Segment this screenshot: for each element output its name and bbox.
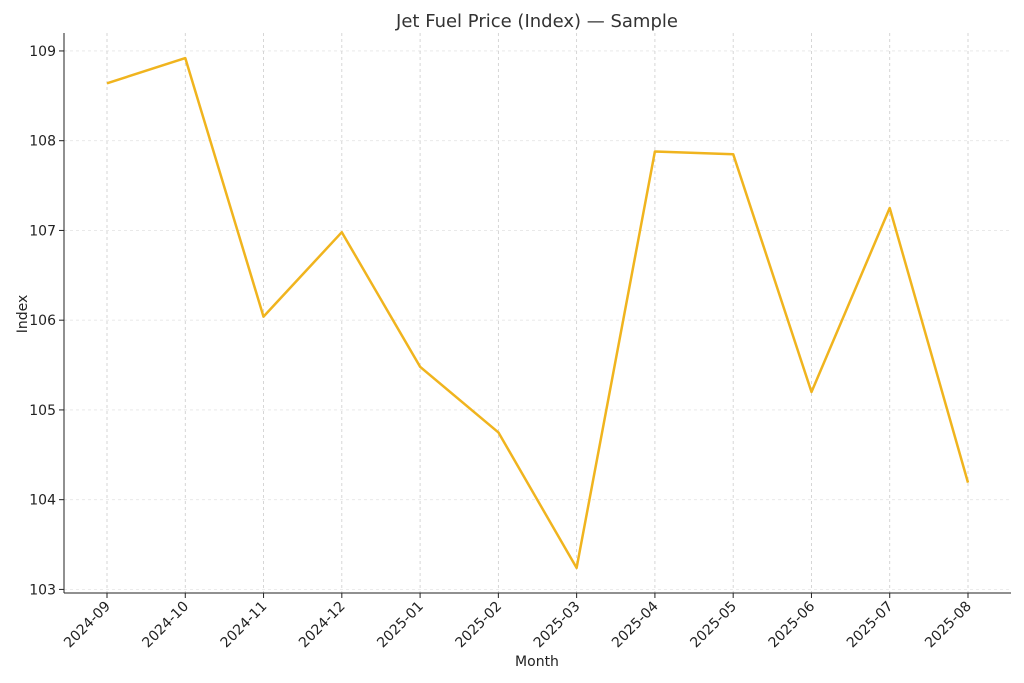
y-tick-label: 107 [29, 223, 56, 239]
y-tick-label: 106 [29, 313, 56, 329]
axes [63, 33, 1011, 594]
y-tick-label: 105 [29, 403, 56, 419]
x-ticks: 2024-09 2024-10 2024-11 2024-12 2025-01 2025-… [61, 593, 975, 651]
x-tick-label: 2024-09 [61, 599, 114, 652]
y-tick-label: 108 [29, 134, 56, 150]
x-tick-label: 2025-04 [609, 598, 662, 651]
x-tick-label: 2025-06 [766, 598, 819, 651]
y-tick-label: 103 [29, 582, 56, 598]
x-tick-label: 2025-02 [453, 599, 506, 652]
series-line-index [106, 56, 970, 570]
grid [64, 33, 1011, 593]
x-tick-label: 2025-03 [531, 599, 584, 652]
y-tick-label: 104 [29, 493, 56, 509]
x-tick-label: 2025-07 [844, 599, 897, 652]
y-axis-label: Index [15, 295, 31, 334]
x-tick-label: 2024-10 [139, 599, 192, 652]
x-tick-label: 2024-12 [296, 599, 349, 652]
x-tick-label: 2025-08 [922, 599, 975, 652]
x-tick-label: 2025-01 [374, 599, 427, 652]
x-tick-label: 2025-05 [687, 599, 740, 652]
y-tick-label: 109 [29, 44, 56, 60]
chart-title: Jet Fuel Price (Index) — Sample [395, 11, 678, 32]
x-tick-label: 2024-11 [218, 599, 271, 652]
y-ticks: 103 104 105 106 107 108 109 [29, 44, 64, 598]
x-axis-label: Month [515, 654, 559, 670]
